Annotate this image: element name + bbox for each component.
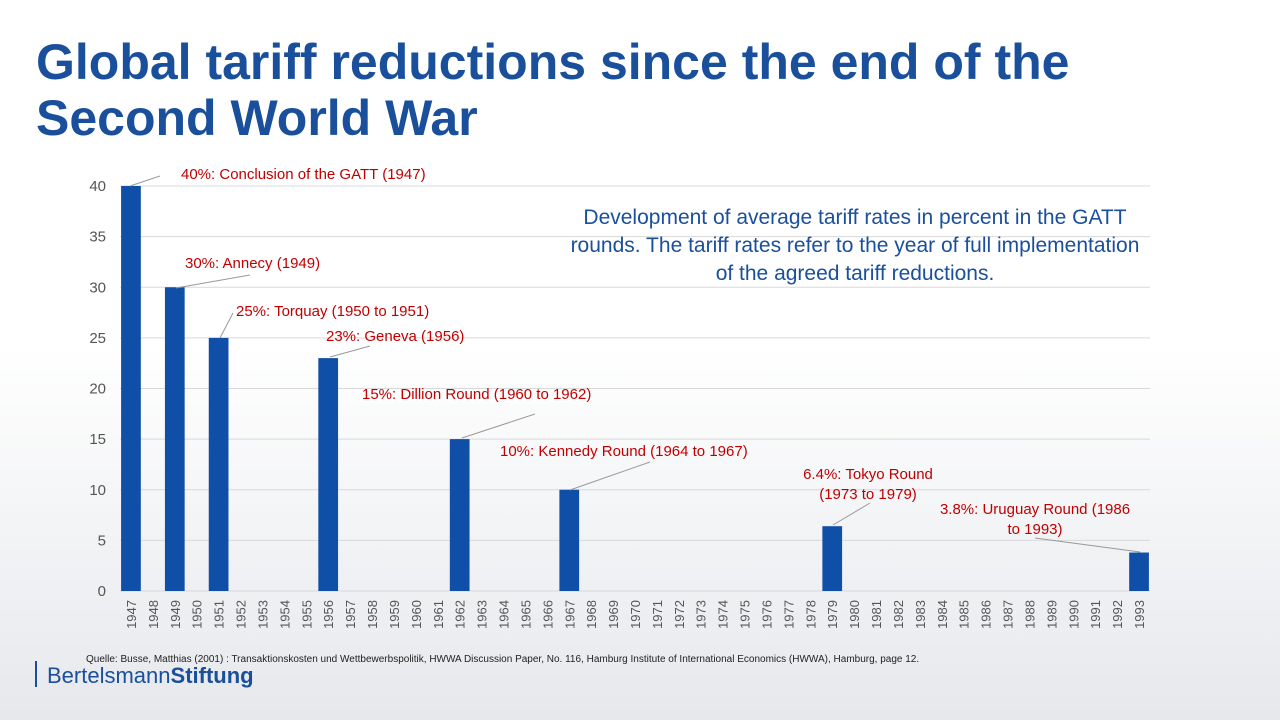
annotation-label: 40%: Conclusion of the GATT (1947) [181, 166, 426, 183]
x-tick-label: 1958 [365, 600, 380, 629]
x-tick-label: 1982 [891, 600, 906, 629]
y-axis-ticks: 0 5 10 15 20 25 30 35 40 [89, 178, 106, 600]
annotation-label: to 1993) [1007, 521, 1062, 538]
chart-annotations: 40%: Conclusion of the GATT (1947) 30%: A… [129, 166, 1141, 553]
annotation-leader [1034, 537, 1141, 553]
annotation-label: 3.8%: Uruguay Round (1986 [940, 501, 1130, 518]
x-tick-label: 1952 [234, 600, 249, 629]
x-tick-label: 1980 [847, 600, 862, 629]
x-tick-label: 1964 [497, 600, 512, 629]
x-tick-label: 1990 [1066, 600, 1081, 629]
annotation-label: 10%: Kennedy Round (1964 to 1967) [500, 443, 748, 460]
y-tick-label: 40 [89, 178, 106, 195]
bar-1967 [559, 489, 580, 591]
chart-description: Development of average tariff rates in p… [570, 206, 1140, 285]
x-tick-label: 1978 [803, 600, 818, 629]
x-tick-label: 1987 [1001, 600, 1016, 629]
page-title: Global tariff reductions since the end o… [36, 34, 1070, 146]
y-tick-label: 10 [89, 482, 106, 499]
x-tick-label: 1981 [869, 600, 884, 629]
annotation-label: 23%: Geneva (1956) [326, 328, 464, 345]
x-tick-label: 1985 [957, 600, 972, 629]
annotation-leader [461, 413, 536, 439]
logo-accent-bar [35, 661, 37, 687]
y-tick-label: 0 [98, 583, 106, 600]
bar-1951 [208, 337, 229, 591]
x-tick-label: 1949 [168, 600, 183, 629]
y-tick-label: 25 [89, 330, 106, 347]
x-tick-label: 1953 [255, 600, 270, 629]
x-tick-label: 1969 [606, 600, 621, 629]
chart-gridlines [120, 185, 1150, 592]
x-tick-label: 1970 [628, 600, 643, 629]
x-tick-label: 1947 [124, 600, 139, 629]
y-tick-label: 35 [89, 229, 106, 246]
x-tick-label: 1974 [716, 600, 731, 629]
x-tick-label: 1971 [650, 600, 665, 629]
x-axis-ticks: 1947 1948 1949 1950 1951 1952 1953 1954 1955 1956… [124, 600, 1147, 629]
x-tick-label: 1988 [1022, 600, 1037, 629]
x-tick-label: 1960 [409, 600, 424, 629]
annotation-label: 25%: Torquay (1950 to 1951) [236, 303, 429, 320]
y-tick-label: 30 [89, 279, 106, 296]
x-tick-label: 1975 [738, 600, 753, 629]
x-tick-label: 1991 [1088, 600, 1103, 629]
x-tick-label: 1957 [343, 600, 358, 629]
x-tick-label: 1956 [321, 600, 336, 629]
annotation-label: 30%: Annecy (1949) [185, 255, 320, 272]
annotation-leader [569, 461, 651, 491]
x-tick-label: 1972 [672, 600, 687, 629]
bar-1979 [822, 526, 843, 591]
x-tick-label: 1948 [146, 600, 161, 629]
logo-part-2: Stiftung [170, 663, 254, 688]
source-note: Quelle: Busse, Matthias (2001) : Transak… [86, 654, 920, 665]
x-tick-label: 1962 [453, 600, 468, 629]
logo-part-1: Bertelsmann [47, 663, 171, 688]
x-tick-label: 1955 [299, 600, 314, 629]
x-tick-label: 1963 [475, 600, 490, 629]
annotation-label: (1973 to 1979) [819, 486, 917, 503]
x-tick-label: 1950 [190, 600, 205, 629]
x-tick-label: 1986 [979, 600, 994, 629]
y-tick-label: 5 [98, 532, 106, 549]
x-tick-label: 1984 [935, 600, 950, 629]
x-tick-label: 1959 [387, 600, 402, 629]
annotation-leader [175, 274, 251, 289]
bertelsmann-stiftung-logo: BertelsmannStiftung [47, 663, 254, 689]
annotation-label: 6.4%: Tokyo Round [803, 466, 933, 483]
x-tick-label: 1968 [584, 600, 599, 629]
x-tick-label: 1967 [562, 600, 577, 629]
x-tick-label: 1989 [1044, 600, 1059, 629]
annotation-leader [329, 345, 371, 358]
bar-1956 [318, 358, 339, 591]
bar-1947 [121, 186, 141, 591]
x-tick-label: 1966 [540, 600, 555, 629]
x-tick-label: 1993 [1132, 600, 1147, 629]
x-tick-label: 1977 [781, 600, 796, 629]
annotation-label: 15%: Dillion Round (1960 to 1962) [362, 386, 591, 403]
bar-1962 [449, 439, 470, 591]
x-tick-label: 1965 [518, 600, 533, 629]
annotation-leader [219, 312, 234, 339]
bar-1949 [164, 287, 185, 591]
bar-1993 [1129, 552, 1149, 591]
x-tick-label: 1961 [431, 600, 446, 629]
chart-bars [121, 186, 1149, 591]
annotation-leader [832, 502, 871, 526]
x-tick-label: 1992 [1110, 600, 1125, 629]
annotation-leader [129, 175, 161, 187]
y-tick-label: 15 [89, 431, 106, 448]
x-tick-label: 1951 [212, 600, 227, 629]
x-tick-label: 1983 [913, 600, 928, 629]
y-tick-label: 20 [89, 381, 106, 398]
x-tick-label: 1973 [694, 600, 709, 629]
x-tick-label: 1954 [277, 600, 292, 629]
x-tick-label: 1979 [825, 600, 840, 629]
x-tick-label: 1976 [759, 600, 774, 629]
